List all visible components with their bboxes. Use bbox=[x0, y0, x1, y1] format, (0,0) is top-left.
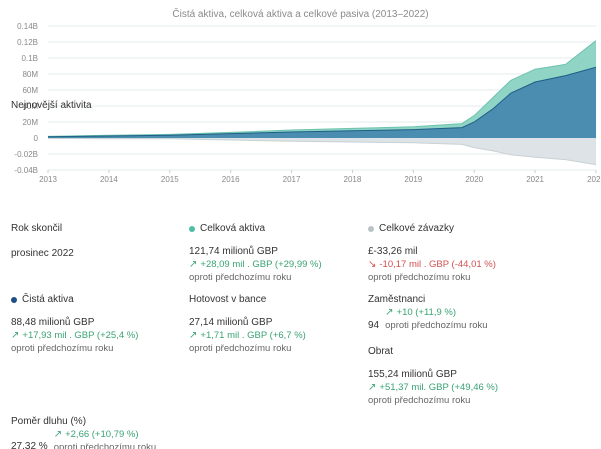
debt-ratio-label: Poměr dluhu (%) bbox=[11, 416, 87, 427]
total-assets-change-row: ↗ +28,09 mil . GBP (+29,99 %) bbox=[189, 258, 322, 271]
total-assets-sub: oproti předchozímu roku bbox=[189, 272, 292, 283]
x-tick-label: 2019 bbox=[404, 175, 422, 184]
turnover-value: 155,24 milionů GBP bbox=[368, 369, 457, 380]
employees-stat: Zaměstnanci 94 ↗ +10 (+11,9 %) oproti pře… bbox=[368, 293, 488, 332]
trend-up-icon: ↗ bbox=[189, 259, 198, 270]
x-tick-label: 2013 bbox=[39, 175, 57, 184]
y-tick-label: 40M bbox=[22, 102, 38, 111]
net-assets-change: +17,93 mil . GBP (+25,4 %) bbox=[22, 330, 139, 341]
net-assets-value: 88,48 milionů GBP bbox=[11, 317, 95, 328]
net-assets-heading: Čistá aktiva bbox=[11, 293, 138, 306]
employees-change-block: ↗ +10 (+11,9 %) oproti předchozímu roku bbox=[385, 306, 487, 332]
y-tick-label: 0.1B bbox=[22, 54, 38, 63]
total-liabilities-change: -10,17 mil . GBP (-44,01 %) bbox=[379, 259, 496, 270]
debt-ratio-row: 27,32 % ↗ +2,66 (+10,79 %) oproti předcho… bbox=[11, 428, 156, 449]
cash-label: Hotovost v bance bbox=[189, 294, 267, 305]
net-assets-swatch bbox=[11, 296, 17, 303]
turnover-change: +51,37 mil. GBP (+49,46 %) bbox=[379, 382, 499, 393]
cash-sub: oproti předchozímu roku bbox=[189, 343, 292, 354]
turnover-stat: Obrat 155,24 milionů GBP ↗ +51,37 mil. GB… bbox=[368, 345, 498, 407]
x-tick-label: 2018 bbox=[344, 175, 362, 184]
employees-change: +10 (+11,9 %) bbox=[396, 307, 457, 318]
x-tick-label: 2021 bbox=[526, 175, 544, 184]
trend-up-icon: ↗ bbox=[189, 330, 198, 341]
trend-up-icon: ↗ bbox=[53, 429, 63, 440]
net-assets-stat: Čistá aktiva 88,48 milionů GBP ↗ +17,93 m… bbox=[11, 293, 138, 355]
total-liabilities-swatch bbox=[368, 225, 374, 232]
turnover-change-row: ↗ +51,37 mil. GBP (+49,46 %) bbox=[368, 381, 498, 394]
cash-stat: Hotovost v bance 27,14 milionů GBP ↗ +1,7… bbox=[189, 293, 306, 355]
debt-ratio-change-block: ↗ +2,66 (+10,79 %) oproti předchozímu rok… bbox=[54, 428, 156, 449]
trend-up-icon: ↗ bbox=[368, 382, 377, 393]
total-liabilities-stat: Celkové závazky £-33,26 mil ↘ -10,17 mil … bbox=[368, 222, 496, 284]
y-tick-label: -0.04B bbox=[14, 166, 38, 175]
total-assets-stat: Celková aktiva 121,74 milionů GBP ↗ +28,0… bbox=[189, 222, 322, 284]
y-tick-label: 20M bbox=[22, 118, 38, 127]
y-tick-label: 60M bbox=[22, 86, 38, 95]
year-ended-label: Rok skončil bbox=[11, 223, 63, 234]
total-assets-label: Celková aktiva bbox=[200, 223, 266, 234]
employees-value: 94 bbox=[368, 320, 380, 331]
year-ended-stat: Rok skončil prosinec 2022 bbox=[11, 222, 74, 260]
x-tick-label: 2015 bbox=[161, 175, 179, 184]
x-tick-label: 2014 bbox=[100, 175, 118, 184]
cash-change: +1,71 mil . GBP (+6,7 %) bbox=[200, 330, 306, 341]
y-tick-label: 0 bbox=[34, 134, 39, 143]
total-liabilities-heading: Celkové závazky bbox=[368, 222, 496, 235]
year-ended-value: prosinec 2022 bbox=[11, 248, 74, 259]
y-tick-label: 0.14B bbox=[17, 22, 38, 31]
area-chart: 0.14B0.12B0.1B80M60M40M20M0-0.02B-0.04B2… bbox=[14, 22, 601, 184]
employees-change-row: ↗ +10 (+11,9 %) bbox=[385, 306, 487, 319]
x-tick-label: 2016 bbox=[222, 175, 240, 184]
trend-up-icon: ↗ bbox=[385, 307, 394, 318]
net-assets-change-row: ↗ +17,93 mil . GBP (+25,4 %) bbox=[11, 329, 138, 342]
cash-value: 27,14 milionů GBP bbox=[189, 317, 273, 328]
y-tick-label: 80M bbox=[22, 70, 38, 79]
total-assets-value: 121,74 milionů GBP bbox=[189, 246, 278, 257]
x-tick-label: 2020 bbox=[465, 175, 483, 184]
chart-title: Čistá aktiva, celková aktiva a celkové p… bbox=[172, 9, 429, 20]
employees-row: 94 ↗ +10 (+11,9 %) oproti předchozímu rok… bbox=[368, 306, 488, 332]
debt-ratio-change: +2,66 (+10,79 %) bbox=[65, 429, 139, 440]
employees-sub: oproti předchozímu roku bbox=[385, 320, 488, 331]
employees-label: Zaměstnanci bbox=[368, 294, 426, 305]
total-liabilities-sub: oproti předchozímu roku bbox=[368, 272, 471, 283]
total-liabilities-label: Celkové závazky bbox=[379, 223, 455, 234]
turnover-sub: oproti předchozímu roku bbox=[368, 395, 471, 406]
trend-down-icon: ↘ bbox=[368, 259, 377, 270]
debt-ratio-value: 27,32 % bbox=[11, 441, 48, 449]
x-tick-label: 2022 bbox=[587, 175, 601, 184]
x-tick-label: 2017 bbox=[283, 175, 301, 184]
cash-change-row: ↗ +1,71 mil . GBP (+6,7 %) bbox=[189, 329, 306, 342]
latest-activity-label: Nejnovější aktivita bbox=[11, 100, 92, 111]
y-tick-label: -0.02B bbox=[14, 150, 38, 159]
total-liabilities-change-row: ↘ -10,17 mil . GBP (-44,01 %) bbox=[368, 258, 496, 271]
total-assets-swatch bbox=[189, 225, 195, 232]
total-assets-line bbox=[47, 40, 597, 137]
debt-ratio-change-row: ↗ +2,66 (+10,79 %) bbox=[54, 428, 156, 441]
net-assets-area bbox=[48, 67, 596, 138]
debt-ratio-sub: oproti předchozímu roku bbox=[53, 442, 157, 449]
net-assets-label: Čistá aktiva bbox=[22, 294, 74, 305]
turnover-label: Obrat bbox=[368, 346, 394, 357]
total-liabilities-value: £-33,26 mil bbox=[368, 246, 418, 257]
total-liabilities-area bbox=[48, 138, 596, 165]
net-assets-line bbox=[47, 66, 597, 138]
total-assets-change: +28,09 mil . GBP (+29,99 %) bbox=[200, 259, 322, 270]
total-liabilities-line bbox=[47, 137, 597, 166]
y-tick-label: 0.12B bbox=[17, 38, 38, 47]
net-assets-sub: oproti předchozímu roku bbox=[11, 343, 114, 354]
total-assets-heading: Celková aktiva bbox=[189, 222, 322, 235]
debt-ratio-stat: Poměr dluhu (%) 27,32 % ↗ +2,66 (+10,79 %… bbox=[11, 415, 156, 449]
trend-up-icon: ↗ bbox=[11, 330, 20, 341]
